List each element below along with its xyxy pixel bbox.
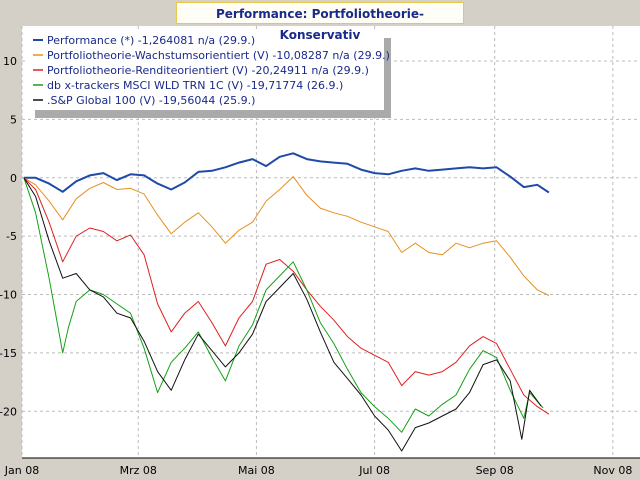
x-tick-label: Sep 08 [476, 464, 514, 477]
legend-entry: .S&P Global 100 (V) -19,56044 (25.9.) [47, 94, 255, 107]
chart-title-box: Performance: Portfoliotheorie-Konservati… [176, 2, 464, 42]
y-tick-label: 5 [10, 113, 17, 126]
y-tick-label: 10 [3, 55, 17, 68]
x-tick-label: Jul 08 [358, 464, 390, 477]
legend-entry: Portfoliotheorie-Wachstumsorientiert (V)… [47, 49, 390, 62]
y-tick-label: -10 [0, 289, 17, 302]
y-axis-tick-labels: 10 5 0 -5 -10 -15 -20 [0, 55, 17, 418]
legend-entry: db x-trackers MSCI WLD TRN 1C (V) -19,71… [47, 79, 343, 92]
series-line-3 [23, 177, 544, 433]
gridlines [21, 26, 640, 458]
series-line-1 [23, 176, 550, 296]
chart-title: Performance: Portfoliotheorie-Konservati… [215, 7, 425, 42]
legend-entry: Performance (*) -1,264081 n/a (29.9.) [47, 34, 255, 47]
x-tick-label: Mrz 08 [120, 464, 157, 477]
x-axis-tick-labels: Jan 08 Mrz 08 Mai 08 Jul 08 Sep 08 Nov 08 [4, 464, 633, 477]
y-tick-label: -20 [0, 405, 17, 418]
y-tick-label: -15 [0, 347, 17, 360]
y-tick-label: -5 [6, 230, 17, 243]
series-line-4 [23, 177, 542, 452]
series-line-0 [23, 152, 550, 194]
x-tick-label: Mai 08 [238, 464, 275, 477]
series-lines [23, 152, 550, 452]
x-tick-label: Nov 08 [593, 464, 632, 477]
y-tick-label: 0 [10, 172, 17, 185]
x-tick-label: Jan 08 [4, 464, 39, 477]
series-line-2 [23, 177, 550, 415]
legend-entry: Portfoliotheorie-Renditeorientiert (V) -… [47, 64, 369, 77]
legend-box [28, 30, 384, 110]
legend: Performance (*) -1,264081 n/a (29.9.) Por… [28, 30, 391, 118]
